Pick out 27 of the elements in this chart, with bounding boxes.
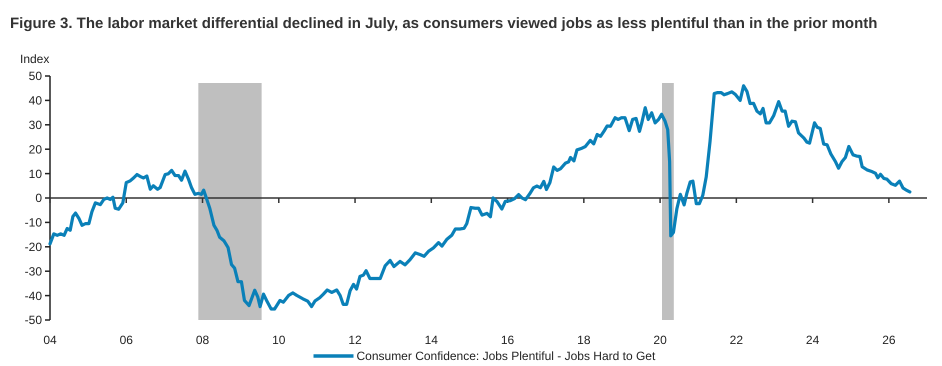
- y-tick-label: -50: [24, 313, 42, 328]
- chart-title: Figure 3. The labor market differential declined in July, as consumers viewed jobs as less plentiful than in the prior month: [10, 15, 878, 32]
- y-tick-label: 40: [28, 94, 42, 108]
- y-tick-label: -40: [24, 288, 42, 303]
- y-tick-label: 30: [28, 118, 42, 132]
- y-axis-title: Index: [20, 52, 50, 66]
- y-tick-label: 0: [35, 191, 42, 206]
- y-tick-label: 10: [28, 166, 42, 181]
- x-tick-label: 08: [196, 333, 210, 347]
- y-tick-label: 20: [28, 142, 42, 156]
- x-tick-label: 18: [577, 333, 591, 347]
- x-tick-label: 24: [806, 333, 820, 347]
- y-tick-label: 50: [28, 69, 42, 84]
- x-tick-label: 04: [43, 333, 57, 347]
- x-tick-label: 10: [272, 333, 286, 347]
- y-tick-label: -20: [24, 240, 42, 254]
- x-tick-label: 26: [882, 333, 896, 347]
- y-tick-label: -10: [24, 216, 42, 230]
- x-tick-label: 20: [653, 333, 668, 347]
- x-tick-label: 16: [500, 333, 515, 347]
- x-tick-label: 06: [120, 333, 134, 347]
- line-series: [48, 84, 912, 311]
- legend-label: Consumer Confidence: Jobs Plentiful - Jobs Hard to Get: [356, 349, 656, 363]
- y-tick-label: -30: [24, 264, 42, 278]
- x-tick-label: 12: [348, 333, 362, 347]
- x-tick-label: 14: [424, 333, 438, 347]
- x-tick-label: 22: [730, 333, 744, 347]
